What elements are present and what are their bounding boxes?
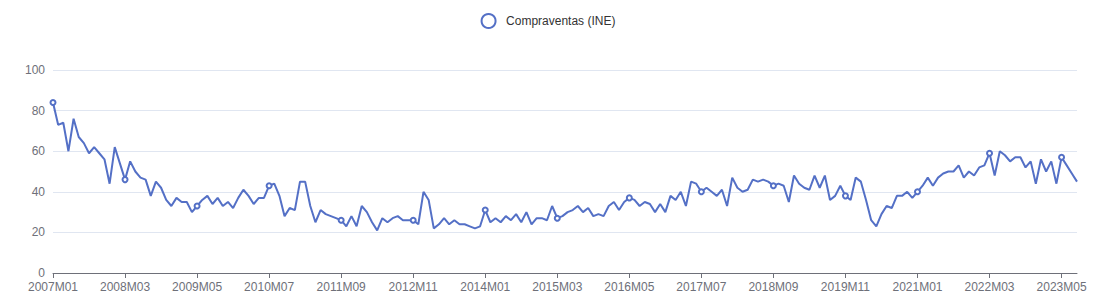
svg-text:2021M01: 2021M01	[892, 280, 942, 294]
svg-text:2022M03: 2022M03	[964, 280, 1014, 294]
svg-text:2019M11: 2019M11	[821, 280, 870, 294]
svg-text:2016M05: 2016M05	[604, 280, 654, 294]
svg-text:Compraventas (INE): Compraventas (INE)	[506, 14, 615, 28]
svg-text:2023M05: 2023M05	[1037, 280, 1087, 294]
svg-text:2012M11: 2012M11	[389, 280, 438, 294]
svg-text:2011M09: 2011M09	[317, 280, 366, 294]
svg-text:2014M01: 2014M01	[460, 280, 510, 294]
svg-text:2017M07: 2017M07	[676, 280, 726, 294]
svg-text:20: 20	[32, 225, 46, 239]
svg-text:2008M03: 2008M03	[100, 280, 150, 294]
svg-text:40: 40	[32, 185, 46, 199]
svg-text:2015M03: 2015M03	[532, 280, 582, 294]
svg-text:80: 80	[32, 104, 46, 118]
svg-text:2007M01: 2007M01	[28, 280, 78, 294]
svg-text:2018M09: 2018M09	[748, 280, 798, 294]
svg-text:0: 0	[38, 266, 45, 280]
svg-text:60: 60	[32, 144, 46, 158]
svg-text:100: 100	[25, 63, 45, 77]
svg-text:2010M07: 2010M07	[244, 280, 294, 294]
svg-text:2009M05: 2009M05	[172, 280, 222, 294]
